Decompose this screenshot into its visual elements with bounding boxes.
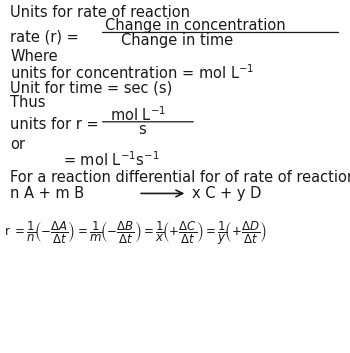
Text: units for r =: units for r =	[10, 117, 104, 132]
Text: mol L$^{-1}$: mol L$^{-1}$	[110, 106, 167, 124]
Text: Where: Where	[10, 49, 58, 64]
Text: x C + y D: x C + y D	[192, 186, 261, 201]
Text: Thus: Thus	[10, 95, 46, 110]
Text: rate (r) =: rate (r) =	[10, 30, 84, 44]
Text: units for concentration = mol L$^{-1}$: units for concentration = mol L$^{-1}$	[10, 64, 255, 82]
Text: Unit for time = sec (s): Unit for time = sec (s)	[10, 80, 173, 95]
Text: = mol L$^{-1}$s$^{-1}$: = mol L$^{-1}$s$^{-1}$	[63, 150, 160, 169]
Text: r $= \dfrac{1}{n}\!\left(-\dfrac{\Delta A}{\Delta t}\right)= \dfrac{1}{m}\!\left: r $= \dfrac{1}{n}\!\left(-\dfrac{\Delta …	[4, 220, 266, 246]
Text: Change in time: Change in time	[121, 33, 233, 48]
Text: Change in concentration: Change in concentration	[105, 18, 286, 33]
Text: n A + m B: n A + m B	[10, 186, 85, 201]
Text: s: s	[138, 122, 146, 137]
Text: For a reaction differential for of rate of reaction: For a reaction differential for of rate …	[10, 170, 350, 185]
Text: Units for rate of reaction: Units for rate of reaction	[10, 5, 190, 20]
Text: or: or	[10, 137, 26, 151]
